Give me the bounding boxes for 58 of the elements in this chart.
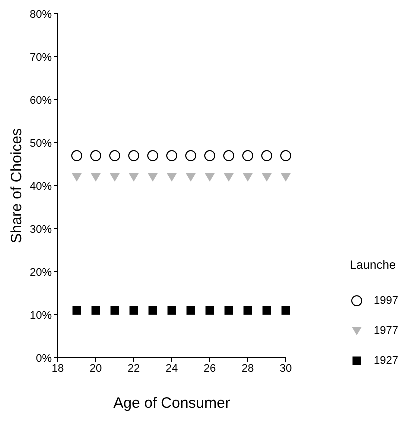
point [206, 306, 214, 315]
y-tick-label: 70% [30, 52, 52, 64]
point [281, 173, 291, 182]
point [224, 150, 234, 162]
x-tick-label: 18 [52, 362, 64, 375]
y-tick-label: 0% [36, 352, 52, 365]
point [148, 150, 158, 162]
x-tick-label: 20 [90, 362, 102, 375]
y-tick-label: 10% [30, 310, 52, 322]
point [167, 173, 177, 182]
y-tick-label: 20% [30, 266, 52, 279]
point [186, 306, 196, 315]
point [205, 173, 215, 182]
x-axis-title: Age of Consumer [114, 395, 230, 412]
legend-label: 1977 [374, 325, 398, 337]
point [110, 306, 120, 315]
point [262, 173, 272, 182]
x-tick-label: 22 [128, 362, 140, 375]
point [90, 150, 102, 162]
x-tick-label: 28 [242, 362, 254, 375]
point [262, 306, 272, 315]
point [224, 306, 234, 315]
point [244, 306, 252, 315]
point [282, 306, 290, 315]
point [166, 150, 178, 162]
legend-label: 1997 [374, 295, 398, 307]
point [110, 173, 120, 182]
point [72, 150, 82, 162]
x-tick-label: 24 [166, 362, 178, 375]
y-tick-label: 60% [30, 94, 52, 107]
y-tick-label: 40% [30, 180, 52, 193]
point [280, 150, 292, 162]
point [243, 173, 253, 182]
point [91, 173, 101, 182]
point [72, 173, 82, 182]
x-tick-label: 26 [204, 362, 216, 375]
x-tick-label: 30 [280, 362, 292, 375]
point [224, 173, 234, 182]
y-axis-title: Share of Choices [8, 128, 26, 244]
point [204, 150, 216, 162]
point [129, 173, 139, 182]
point [148, 306, 158, 315]
y-tick-label: 50% [30, 138, 52, 150]
point [168, 306, 176, 315]
point [128, 150, 140, 162]
point [186, 150, 196, 162]
legend-label: 1927 [374, 355, 398, 367]
point [92, 306, 100, 315]
point [110, 150, 120, 162]
y-tick-label: 80% [30, 8, 52, 21]
point [72, 306, 82, 315]
point [130, 306, 138, 315]
y-tick-label: 30% [30, 224, 52, 236]
point [262, 150, 272, 162]
point [148, 173, 158, 182]
point [186, 173, 196, 182]
point [242, 150, 254, 162]
legend-title: Launche [350, 258, 398, 272]
